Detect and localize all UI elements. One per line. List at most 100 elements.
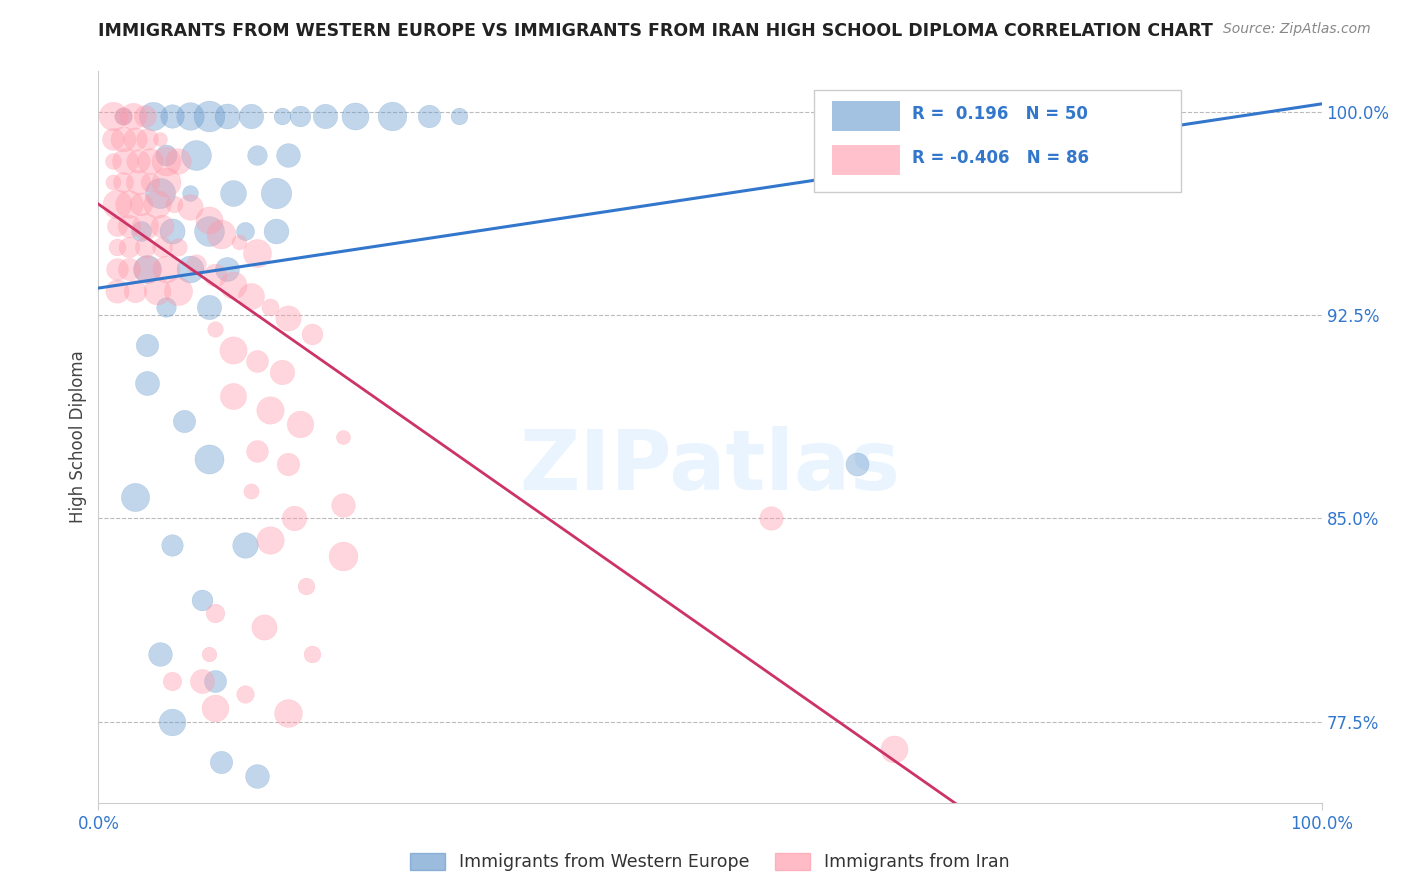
Point: [277, 706, 299, 721]
Point: [222, 278, 245, 293]
Y-axis label: High School Diploma: High School Diploma: [69, 351, 87, 524]
Point: [222, 343, 245, 358]
Point: [883, 741, 905, 756]
Point: [179, 200, 201, 214]
Point: [228, 235, 250, 249]
Point: [129, 224, 152, 238]
Point: [204, 322, 226, 336]
Point: [233, 688, 256, 702]
Point: [127, 176, 149, 190]
Point: [283, 511, 305, 525]
Point: [246, 443, 269, 458]
Point: [160, 673, 183, 688]
Point: [167, 240, 190, 254]
Point: [209, 755, 232, 769]
Point: [381, 109, 404, 123]
Point: [264, 186, 287, 201]
Point: [160, 538, 183, 552]
Point: [332, 430, 354, 444]
Point: [150, 219, 173, 233]
Point: [155, 262, 177, 277]
Point: [295, 579, 318, 593]
Text: Source: ZipAtlas.com: Source: ZipAtlas.com: [1223, 22, 1371, 37]
Point: [259, 533, 281, 547]
Point: [197, 213, 219, 227]
Point: [845, 457, 868, 471]
Point: [240, 289, 263, 303]
Point: [179, 109, 201, 123]
Point: [270, 109, 294, 123]
Point: [111, 109, 134, 123]
Point: [270, 365, 294, 379]
Point: [114, 153, 136, 168]
Point: [118, 197, 141, 211]
Point: [179, 186, 201, 201]
Point: [209, 227, 232, 241]
Point: [240, 109, 263, 123]
Point: [186, 148, 208, 162]
Point: [173, 414, 195, 428]
Point: [136, 338, 159, 352]
Point: [118, 262, 141, 277]
Point: [105, 197, 128, 211]
Point: [149, 186, 172, 201]
Point: [101, 109, 124, 123]
Point: [301, 327, 323, 342]
Point: [127, 153, 149, 168]
Point: [155, 176, 177, 190]
Point: [197, 109, 219, 123]
Point: [142, 109, 165, 123]
Point: [134, 109, 156, 123]
Point: [252, 620, 274, 634]
Point: [246, 354, 269, 368]
Point: [332, 498, 354, 512]
Point: [121, 109, 143, 123]
Point: [146, 197, 169, 211]
Point: [301, 647, 323, 661]
Point: [155, 148, 177, 162]
Point: [197, 224, 219, 238]
Point: [215, 262, 238, 277]
Point: [246, 148, 269, 162]
Point: [160, 109, 183, 123]
Point: [1004, 109, 1026, 123]
Point: [204, 673, 226, 688]
Point: [222, 186, 245, 201]
Point: [101, 153, 124, 168]
Point: [277, 310, 299, 325]
Point: [215, 109, 238, 123]
Text: R = -0.406   N = 86: R = -0.406 N = 86: [912, 149, 1088, 167]
Point: [160, 224, 183, 238]
Point: [155, 300, 177, 314]
Point: [240, 484, 263, 499]
Point: [449, 109, 471, 123]
Point: [277, 148, 299, 162]
Point: [290, 109, 312, 123]
Point: [314, 109, 336, 123]
Text: R =  0.196   N = 50: R = 0.196 N = 50: [912, 104, 1088, 123]
Point: [233, 538, 256, 552]
Point: [136, 262, 159, 277]
Point: [101, 176, 124, 190]
Point: [150, 240, 173, 254]
Point: [179, 262, 201, 277]
Point: [197, 300, 219, 314]
Point: [134, 219, 156, 233]
Point: [204, 268, 226, 282]
Point: [146, 284, 169, 298]
Point: [139, 176, 162, 190]
Point: [204, 606, 226, 620]
Point: [134, 240, 156, 254]
Point: [163, 197, 186, 211]
Point: [761, 511, 783, 525]
Point: [191, 673, 214, 688]
Point: [136, 376, 159, 390]
Point: [197, 451, 219, 466]
Point: [129, 197, 152, 211]
Point: [259, 403, 281, 417]
Text: IMMIGRANTS FROM WESTERN EUROPE VS IMMIGRANTS FROM IRAN HIGH SCHOOL DIPLOMA CORRE: IMMIGRANTS FROM WESTERN EUROPE VS IMMIGR…: [98, 22, 1213, 40]
Point: [118, 219, 141, 233]
Point: [233, 224, 256, 238]
Point: [259, 300, 281, 314]
Point: [197, 647, 219, 661]
